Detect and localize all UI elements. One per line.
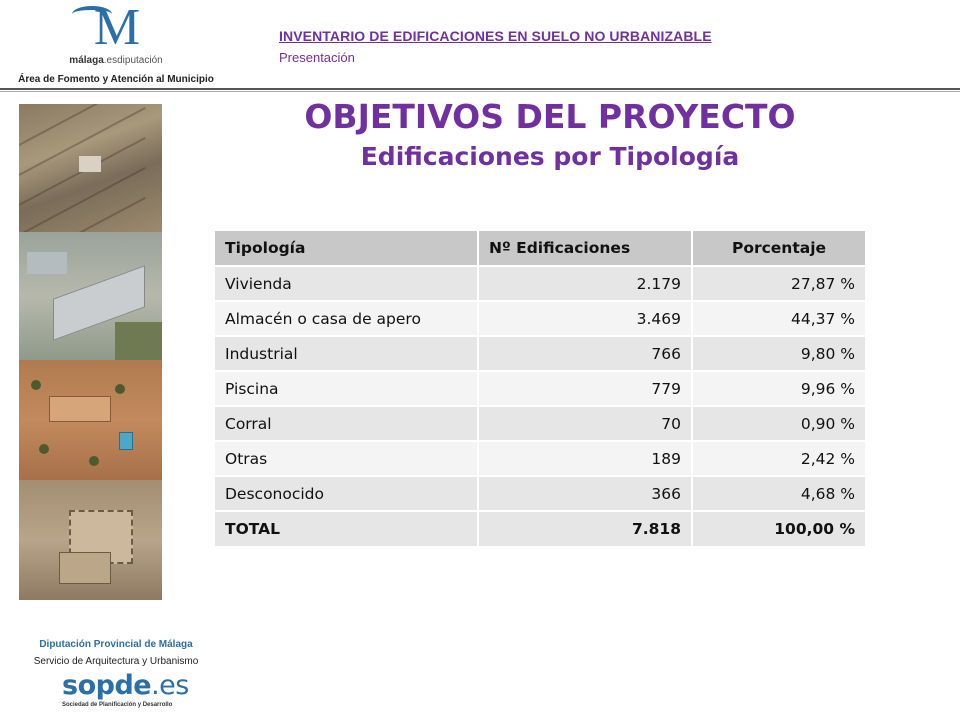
- cell-num: 70: [477, 405, 692, 441]
- area-label: Área de Fomento y Atención al Municipio: [18, 74, 214, 85]
- table-header-row: Tipología Nº Edificaciones Porcentaje: [215, 231, 865, 266]
- sopde-logo-suffix: .es: [151, 670, 189, 701]
- cell-tipologia: Almacén o casa de apero: [215, 300, 478, 336]
- slide-title: OBJETIVOS DEL PROYECTO: [304, 97, 796, 136]
- cell-num: 766: [477, 335, 692, 371]
- footer-service: Servicio de Arquitectura y Urbanismo: [33, 656, 199, 667]
- header-tipologia: Tipología: [215, 231, 478, 266]
- cell-pct: 4,68 %: [691, 475, 865, 511]
- sopde-tagline: Sociedad de Planificación y Desarrollo: [62, 702, 173, 708]
- cell-pct: 0,90 %: [691, 405, 865, 441]
- cell-tipologia: Corral: [215, 405, 478, 441]
- cell-pct: 9,96 %: [691, 370, 865, 406]
- cell-tipologia: Desconocido: [215, 475, 478, 511]
- cell-total-pct: 100,00 %: [691, 510, 865, 546]
- diputacion-logo: M málaga.esdiputación Área de Fomento y …: [10, 2, 222, 86]
- document-subtitle: Presentación: [279, 50, 355, 65]
- cell-num: 2.179: [477, 265, 692, 301]
- table-row: Corral 70 0,90 %: [215, 405, 865, 441]
- sopde-logo: sopde.es: [62, 670, 202, 701]
- sopde-logo-main: sopde: [62, 670, 152, 701]
- table-row: Industrial 766 9,80 %: [215, 335, 865, 371]
- cell-tipologia: Vivienda: [215, 265, 478, 301]
- cell-num: 366: [477, 475, 692, 511]
- table-row: Desconocido 366 4,68 %: [215, 475, 865, 511]
- aerial-photo-ruins: [19, 480, 162, 600]
- document-title: INVENTARIO DE EDIFICACIONES EN SUELO NO …: [279, 28, 712, 44]
- cell-tipologia: Piscina: [215, 370, 478, 406]
- table-row: Vivienda 2.179 27,87 %: [215, 265, 865, 301]
- table-row: Almacén o casa de apero 3.469 44,37 %: [215, 300, 865, 336]
- logo-brand-name: málaga: [69, 55, 104, 66]
- header-num-edificaciones: Nº Edificaciones: [477, 231, 692, 266]
- cell-tipologia: Otras: [215, 440, 478, 476]
- table-row: Otras 189 2,42 %: [215, 440, 865, 476]
- aerial-photo-strip: [19, 104, 162, 600]
- header-divider: [0, 88, 960, 90]
- slide-subtitle: Edificaciones por Tipología: [360, 142, 740, 171]
- aerial-photo-house-pool: [19, 360, 162, 480]
- aerial-photo-warehouse: [19, 232, 162, 360]
- logo-m-icon: M: [93, 0, 141, 56]
- header-porcentaje: Porcentaje: [691, 231, 865, 266]
- cell-num: 779: [477, 370, 692, 406]
- header-divider-thin: [0, 91, 960, 92]
- logo-swash-icon: [72, 6, 112, 22]
- aerial-photo-fields: [19, 104, 162, 266]
- table-row: Piscina 779 9,96 %: [215, 370, 865, 406]
- table-total-row: TOTAL 7.818 100,00 %: [215, 510, 865, 546]
- logo-brand: málaga.esdiputación: [10, 55, 222, 66]
- cell-num: 189: [477, 440, 692, 476]
- cell-num: 3.469: [477, 300, 692, 336]
- cell-pct: 27,87 %: [691, 265, 865, 301]
- footer-organization: Diputación Provincial de Málaga: [39, 639, 193, 650]
- cell-total-label: TOTAL: [215, 510, 478, 546]
- cell-total-num: 7.818: [477, 510, 692, 546]
- cell-tipologia: Industrial: [215, 335, 478, 371]
- cell-pct: 44,37 %: [691, 300, 865, 336]
- cell-pct: 9,80 %: [691, 335, 865, 371]
- cell-pct: 2,42 %: [691, 440, 865, 476]
- logo-brand-suffix: .esdiputación: [103, 55, 163, 66]
- typology-table: Tipología Nº Edificaciones Porcentaje Vi…: [215, 231, 865, 546]
